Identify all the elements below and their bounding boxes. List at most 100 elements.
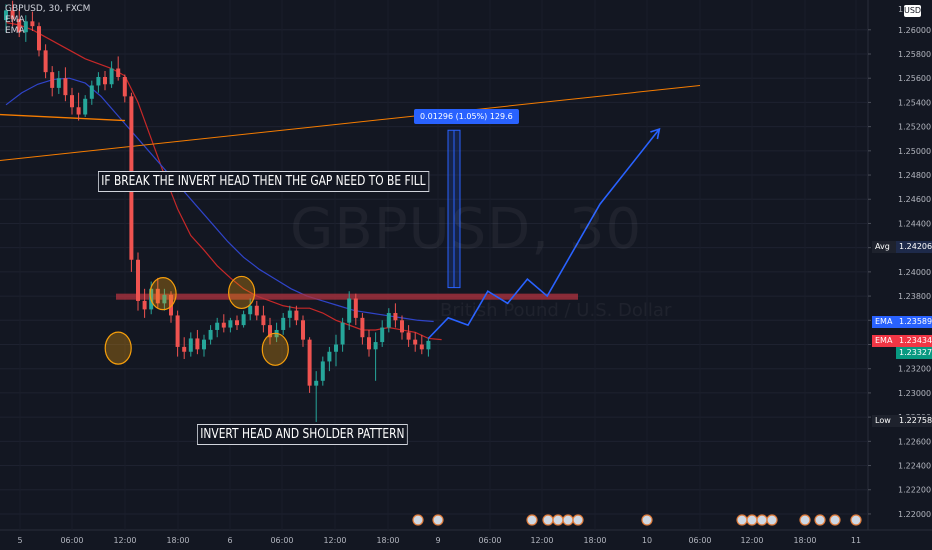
candle-body [188,338,193,352]
candle-body [406,332,411,340]
ema-legend-1[interactable]: EMA [5,15,25,25]
candle-body [353,298,358,318]
candle-body [122,76,127,97]
event-flag-icon [562,514,574,526]
candle-body [116,68,121,77]
candle-body [287,310,292,318]
time-tick-label: 9 [435,536,440,545]
candle-body [89,85,94,99]
candle-body [393,313,398,321]
gap-annotation[interactable]: IF BREAK THE INVERT HEAD THEN THE GAP NE… [98,171,429,192]
candle-body [23,21,28,33]
candle-body [221,322,226,328]
pattern-circle [104,331,132,365]
resistance-zone [116,293,578,300]
short-trendline [0,113,126,122]
ema-legend-2[interactable]: EMA [5,26,25,36]
resistance-zone-rect [116,293,578,300]
candle-body [76,107,81,115]
last-price-tag: 1.23327 [896,347,932,359]
time-tick-label: 12:00 [323,536,346,545]
price-tick-label: 1.24600 [898,195,931,204]
candle-body [334,344,338,352]
price-tick-label: 1.25800 [898,50,931,59]
candle-body [294,310,299,321]
long-trendline [0,84,701,162]
time-tick-label: 12:00 [740,536,763,545]
candle-body [56,78,61,88]
price-tick-label: 1.23000 [898,389,931,398]
candle-body [307,339,312,386]
event-flag-icon [756,514,768,526]
candle-body [202,339,206,350]
candle-body [175,315,180,347]
price-tick-label: 1.24000 [898,268,931,277]
ema-slow-tag-value: 1.23589 [896,316,932,328]
measure-label: 0.01296 (1.05%) 129.6 [414,109,519,124]
candle-body [340,322,345,345]
pattern-annotation[interactable]: INVERT HEAD AND SHOLDER PATTERN [197,424,408,445]
candle-body [208,329,213,340]
projection-path [427,128,661,339]
candle-body [254,305,259,316]
price-tick-label: 1.25000 [898,147,931,156]
price-tick-label: 1.23200 [898,365,931,374]
currency-button[interactable]: USD [904,5,922,17]
time-tick-label: 18:00 [583,536,606,545]
candle-body [301,320,305,340]
time-tick-label: 12:00 [530,536,553,545]
event-flag-icon [829,514,841,526]
candle-body [136,259,140,301]
candle-body [241,314,246,326]
candle-body [261,315,266,326]
price-tick-label: 1.26000 [898,26,931,35]
ema-slow-line [5,77,434,323]
candle-body [426,340,431,350]
candle-body [50,72,55,88]
price-tick-label: 1.22600 [898,437,931,446]
drawings [104,127,661,366]
time-tick-label: 11 [851,536,861,545]
event-flag-icon [432,514,444,526]
candle-body [155,288,160,304]
candle-body [327,351,332,362]
time-tick-label: 06:00 [688,536,711,545]
avg-tag-label: Avg [872,241,896,253]
candle-body [248,305,253,315]
event-flag-icon [552,514,564,526]
event-flag-icon [746,514,758,526]
event-flag-icon [641,514,653,526]
event-flag-icon [526,514,538,526]
chart-legend: GBPUSD, 30, FXCM EMA EMA [5,4,90,37]
time-tick-label: 10 [642,536,652,545]
low-price-tag: Low 1.22758 [872,415,932,427]
candle-body [17,18,22,33]
symbol-watermark: GBPUSD, 30 [290,197,643,262]
candle-body [109,68,114,85]
event-flag-icon [814,514,826,526]
price-tick-label: 1.25400 [898,98,931,107]
candle-body [314,380,319,386]
candle-body [386,313,391,328]
candle-body [103,76,107,85]
candle-body [367,337,371,350]
price-tick-label: 1.25600 [898,74,931,83]
time-tick-label: 18:00 [793,536,816,545]
candle-body [268,325,272,338]
candle-body [235,320,239,326]
symbol-legend[interactable]: GBPUSD, 30, FXCM [5,4,91,14]
ema-slow-price-tag: EMA 1.23589 [872,316,932,328]
candle-body [162,294,167,304]
ema-slow-tag-label: EMA [872,316,896,328]
pattern-circle [261,332,289,366]
event-flag-icon [766,514,778,526]
candle-body [380,327,385,343]
candle-body [373,342,378,350]
event-flag-icon [412,514,424,526]
pattern-circle [228,275,256,310]
candle-body [83,98,88,115]
candle-body [419,344,424,350]
